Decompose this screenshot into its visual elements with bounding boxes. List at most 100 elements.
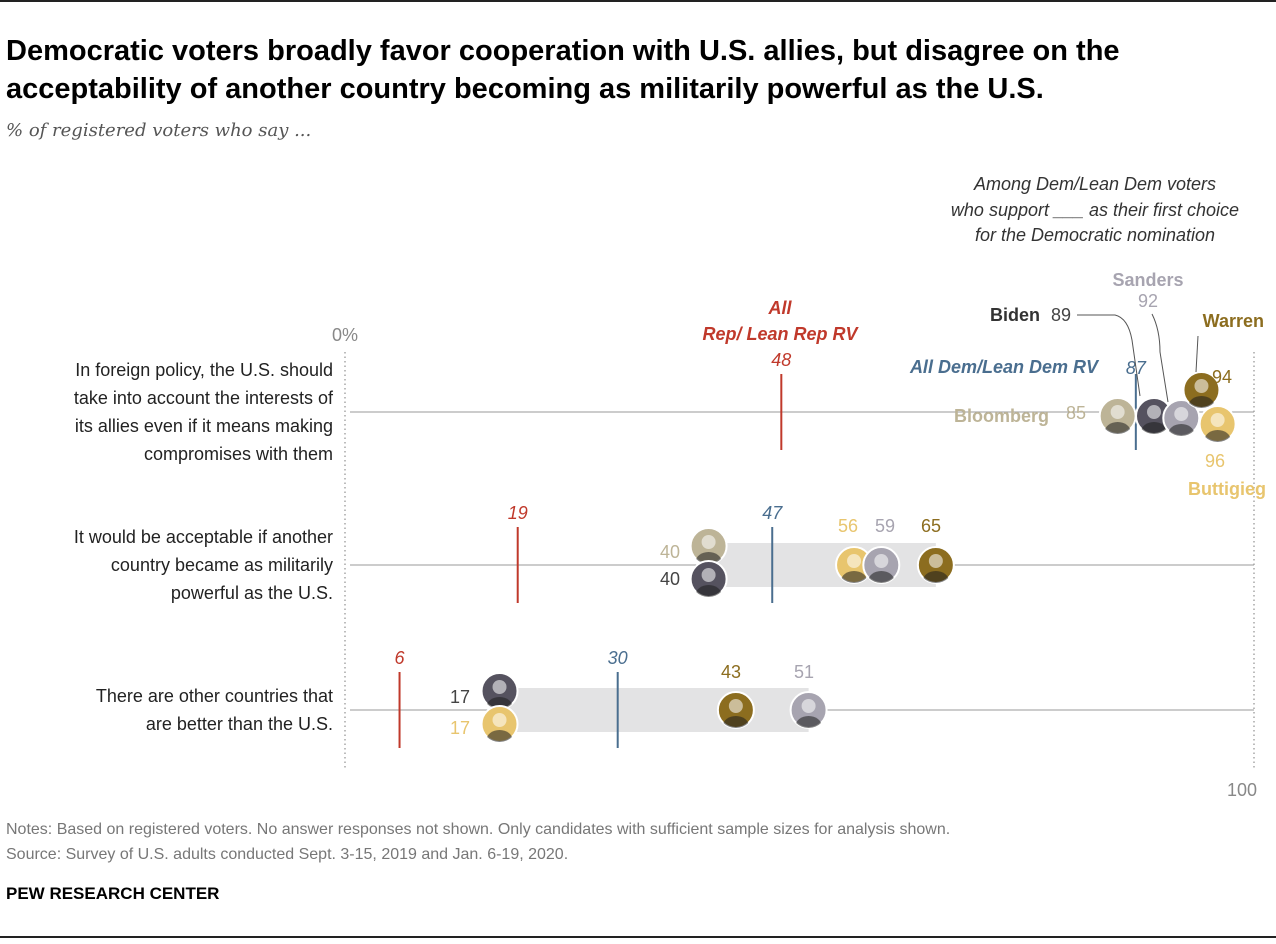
portrait-body bbox=[722, 716, 749, 728]
portrait-head bbox=[928, 554, 943, 568]
sanders-value-label: 51 bbox=[794, 662, 814, 682]
sanders-portrait-icon bbox=[1168, 407, 1195, 436]
warren-value-label: 43 bbox=[721, 662, 741, 682]
range-band bbox=[499, 688, 809, 732]
portrait-body bbox=[922, 571, 949, 583]
range-band bbox=[708, 543, 936, 587]
biden-avatar bbox=[1135, 397, 1174, 435]
sanders-value-label: 59 bbox=[875, 516, 895, 536]
source-text: Source: Survey of U.S. adults conducted … bbox=[6, 846, 569, 863]
warren-avatar bbox=[916, 546, 955, 584]
buttigieg-value-label: 17 bbox=[450, 718, 470, 738]
warren-portrait-icon bbox=[922, 554, 949, 583]
portrait-body bbox=[1141, 422, 1168, 434]
biden-avatar bbox=[480, 672, 519, 710]
buttigieg-value-label: 56 bbox=[838, 516, 858, 536]
top-rule bbox=[0, 0, 1276, 2]
bloomberg-avatar bbox=[1098, 397, 1137, 435]
portrait-head bbox=[492, 713, 507, 727]
category-label-line: powerful as the U.S. bbox=[171, 583, 333, 603]
buttigieg-series-label: Buttigieg bbox=[1188, 479, 1266, 499]
category-label-line: its allies even if it means making bbox=[75, 416, 333, 436]
portrait-head bbox=[874, 554, 889, 568]
biden-leader-line bbox=[1077, 314, 1141, 397]
portrait-body bbox=[868, 571, 895, 583]
annotation-intro-line: who support ___ as their first choice bbox=[951, 200, 1239, 220]
sanders-portrait-icon bbox=[868, 554, 895, 583]
buttigieg-avatar bbox=[1198, 405, 1237, 443]
category-label-line: In foreign policy, the U.S. should bbox=[75, 360, 333, 380]
category-label-line: compromises with them bbox=[144, 444, 333, 464]
biden-avatar bbox=[689, 560, 728, 598]
warren-avatar bbox=[716, 691, 755, 729]
biden-value-label: 40 bbox=[660, 569, 680, 589]
portrait-body bbox=[1104, 422, 1131, 434]
biden-portrait-icon bbox=[1141, 405, 1168, 434]
portrait-head bbox=[1194, 379, 1209, 393]
biden-series-label: Biden bbox=[990, 305, 1040, 325]
buttigieg-avatar bbox=[835, 546, 874, 584]
category-label-line: country became as militarily bbox=[111, 555, 333, 575]
biden-value-label: 17 bbox=[450, 687, 470, 707]
sanders-value-label: 92 bbox=[1138, 291, 1158, 311]
warren-leader-line bbox=[1195, 335, 1199, 373]
portrait-body bbox=[486, 730, 513, 742]
rep-value-label: 19 bbox=[508, 503, 528, 523]
dem-series-label: All Dem/Lean Dem RV bbox=[909, 357, 1100, 377]
tick-label-0: 0% bbox=[332, 325, 358, 345]
portrait-body bbox=[795, 716, 822, 728]
buttigieg-value-label: 96 bbox=[1205, 451, 1225, 471]
portrait-head bbox=[701, 535, 716, 549]
warren-value-label: 65 bbox=[921, 516, 941, 536]
portrait-body bbox=[1188, 396, 1215, 408]
sanders-avatar bbox=[1162, 399, 1201, 437]
tick-label-100: 100 bbox=[1227, 780, 1257, 800]
category-label-line: are better than the U.S. bbox=[146, 714, 333, 734]
pew-logo-text: PEW RESEARCH CENTER bbox=[6, 884, 220, 903]
portrait-head bbox=[847, 554, 862, 568]
bloomberg-value-label: 40 bbox=[660, 542, 680, 562]
sanders-series-label: Sanders bbox=[1112, 270, 1183, 290]
dem-value-label: 30 bbox=[608, 648, 628, 668]
portrait-head bbox=[801, 699, 816, 713]
category-label-line: take into account the interests of bbox=[74, 388, 334, 408]
portrait-head bbox=[701, 568, 716, 582]
warren-portrait-icon bbox=[1188, 379, 1215, 408]
buttigieg-portrait-icon bbox=[486, 713, 513, 742]
portrait-head bbox=[1110, 405, 1125, 419]
portrait-head bbox=[1147, 405, 1162, 419]
warren-value-label: 94 bbox=[1212, 367, 1232, 387]
portrait-head bbox=[728, 699, 743, 713]
annotation-intro-line: for the Democratic nomination bbox=[975, 225, 1215, 245]
buttigieg-avatar bbox=[480, 705, 519, 743]
chart-subtitle: % of registered voters who say ... bbox=[6, 120, 312, 141]
category-label-line: There are other countries that bbox=[96, 686, 333, 706]
warren-series-label: Warren bbox=[1203, 311, 1264, 331]
chart-notes: Notes: Based on registered voters. No an… bbox=[6, 817, 950, 867]
portrait-head bbox=[1174, 407, 1189, 421]
dem-value-label: 47 bbox=[762, 503, 783, 523]
portrait-body bbox=[1168, 424, 1195, 436]
bloomberg-series-label: Bloomberg bbox=[954, 406, 1049, 426]
notes-text: Notes: Based on registered voters. No an… bbox=[6, 821, 951, 838]
rep-series-label: All bbox=[767, 298, 792, 318]
bloomberg-portrait-icon bbox=[1104, 405, 1131, 434]
warren-avatar bbox=[1182, 371, 1221, 409]
sanders-avatar bbox=[862, 546, 901, 584]
bloomberg-value-label: 85 bbox=[1066, 403, 1086, 423]
biden-value-label: 89 bbox=[1051, 305, 1071, 325]
buttigieg-portrait-icon bbox=[1204, 413, 1231, 442]
buttigieg-portrait-icon bbox=[841, 554, 868, 583]
dot-range-chart: 0% 100 Among Dem/Lean Dem voters who suppor… bbox=[74, 174, 1266, 800]
portrait-head bbox=[1210, 413, 1225, 427]
portrait-body bbox=[1204, 430, 1231, 442]
chart-title: Democratic voters broadly favor cooperat… bbox=[6, 35, 1120, 105]
portrait-head bbox=[492, 680, 507, 694]
rep-value-label: 48 bbox=[771, 350, 791, 370]
sanders-leader-line bbox=[1151, 313, 1169, 403]
rep-series-label: Rep/ Lean Rep RV bbox=[702, 324, 859, 344]
rep-value-label: 6 bbox=[395, 648, 406, 668]
biden-portrait-icon bbox=[695, 568, 722, 597]
portrait-body bbox=[841, 571, 868, 583]
annotation-intro-line: Among Dem/Lean Dem voters bbox=[973, 174, 1216, 194]
